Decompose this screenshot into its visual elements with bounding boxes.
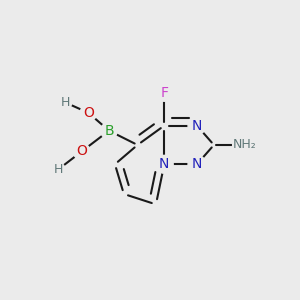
Text: O: O (83, 106, 94, 120)
Text: B: B (104, 124, 114, 138)
Circle shape (188, 155, 206, 173)
Circle shape (188, 117, 206, 134)
Circle shape (101, 122, 117, 139)
Text: H: H (54, 163, 63, 176)
Circle shape (232, 133, 258, 158)
Circle shape (52, 163, 65, 176)
Text: N: N (159, 157, 169, 171)
Circle shape (156, 85, 172, 101)
Circle shape (80, 104, 97, 121)
Circle shape (59, 96, 72, 109)
Text: N: N (192, 157, 202, 171)
Text: F: F (160, 86, 168, 100)
Text: H: H (61, 96, 70, 109)
Text: N: N (192, 118, 202, 133)
Text: NH₂: NH₂ (233, 138, 257, 152)
Circle shape (155, 155, 173, 173)
Circle shape (73, 143, 90, 160)
Text: O: O (76, 145, 87, 158)
